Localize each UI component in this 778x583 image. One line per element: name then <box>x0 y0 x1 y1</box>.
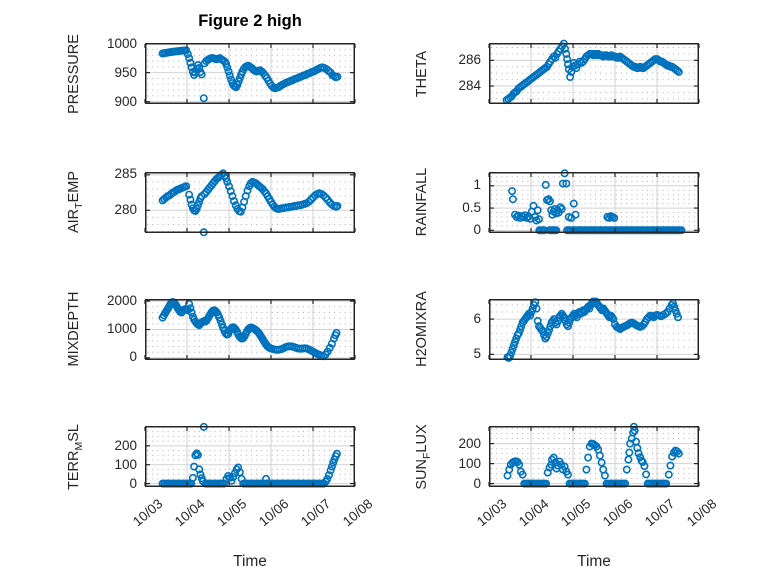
axes-frame <box>144 171 356 233</box>
data-points <box>502 39 683 105</box>
y-axis-label-part: M <box>73 441 85 451</box>
x-tick-label-0-3: 10/06 <box>256 496 292 530</box>
x-tick-label-0-5: 10/08 <box>340 496 376 530</box>
y-axis-label-part: SL <box>66 423 82 442</box>
y-axis-label-part: T <box>73 202 85 209</box>
x-tick-label-1-3: 10/06 <box>600 496 636 530</box>
y-axis-label-part: AIR <box>66 208 82 234</box>
y-tick-label-rainfall-2: 1 <box>473 177 481 193</box>
y-tick-label-pressure-2: 1000 <box>106 35 137 51</box>
axes-frame <box>144 426 356 487</box>
y-axis-label-part: TERR <box>66 450 82 490</box>
axes-frame <box>488 426 700 487</box>
major-grid <box>489 171 699 233</box>
axes-frame <box>488 298 700 360</box>
x-tick-label-1-5: 10/08 <box>684 496 720 530</box>
subplot-airtemp <box>144 168 356 236</box>
y-tick-label-terrmsl-2: 200 <box>114 437 137 453</box>
subplot-h2omixra <box>488 296 700 362</box>
x-tick-label-0-1: 10/04 <box>172 496 208 530</box>
subplot-rainfall <box>488 168 700 234</box>
y-tick-label-terrmsl-0: 0 <box>129 475 137 491</box>
data-points <box>508 168 686 234</box>
axes-frame <box>144 42 356 104</box>
x-tick-label-1-4: 10/07 <box>642 496 678 530</box>
axes-frame <box>144 298 356 360</box>
x-axis-title-right: Time <box>577 553 611 570</box>
axes-frame <box>488 43 700 104</box>
y-tick-label-terrmsl-1: 100 <box>114 456 137 472</box>
y-tick-label-airtemp-0: 280 <box>114 201 137 217</box>
y-axis-label-part: PRESSURE <box>66 33 82 114</box>
y-tick-label-mixdepth-0: 0 <box>129 349 137 365</box>
x-tick-label-1-0: 10/03 <box>474 496 510 530</box>
major-grid <box>145 171 355 233</box>
y-tick-label-sunflux-1: 100 <box>458 455 481 471</box>
subplot-pressure <box>144 42 356 104</box>
minor-grid <box>147 431 354 480</box>
subplot-terrmsl <box>144 422 356 488</box>
y-axis-label-terrmsl: TERRMSL <box>65 382 85 532</box>
y-axis-label-part: SUN <box>414 458 430 490</box>
data-points <box>158 168 342 236</box>
y-tick-label-sunflux-0: 0 <box>473 475 481 491</box>
y-tick-label-pressure-1: 950 <box>114 64 137 80</box>
axes-frame <box>488 171 700 233</box>
data-points <box>503 296 683 362</box>
y-tick-label-theta-0: 284 <box>458 78 481 94</box>
y-tick-label-h2omixra-1: 6 <box>473 310 481 326</box>
y-tick-label-airtemp-1: 285 <box>114 166 137 182</box>
subplot-sunflux <box>488 422 700 488</box>
y-axis-label-part: MIXDEPTH <box>66 291 82 367</box>
y-axis-label-part: RAINFALL <box>414 167 430 237</box>
y-tick-label-sunflux-2: 200 <box>458 435 481 451</box>
y-tick-label-rainfall-1: 0.5 <box>462 199 481 215</box>
y-axis-label-part: F <box>421 452 433 459</box>
major-grid <box>489 43 699 104</box>
y-tick-label-theta-1: 286 <box>458 52 481 68</box>
y-tick-label-h2omixra-0: 5 <box>473 345 481 361</box>
minor-grid <box>491 428 698 480</box>
x-tick-label-1-2: 10/05 <box>558 496 594 530</box>
x-axis-title-left: Time <box>233 553 267 570</box>
y-axis-label-part: LUX <box>414 423 430 453</box>
y-tick-label-mixdepth-2: 2000 <box>106 292 137 308</box>
y-axis-label-part: THETA <box>414 50 430 97</box>
figure-title: Figure 2 high <box>198 12 302 30</box>
data-points <box>158 46 342 103</box>
y-tick-label-rainfall-0: 0 <box>473 221 481 237</box>
minor-grid <box>491 175 698 226</box>
y-axis-label-part: H2OMIXRA <box>414 291 430 367</box>
subplot-mixdepth <box>144 297 356 360</box>
y-axis-label-part: EMP <box>66 171 82 203</box>
y-tick-label-pressure-0: 900 <box>114 93 137 109</box>
x-tick-label-0-4: 10/07 <box>298 496 334 530</box>
subplot-theta <box>488 39 700 105</box>
x-tick-label-1-1: 10/04 <box>516 496 552 530</box>
x-tick-label-0-2: 10/05 <box>214 496 250 530</box>
x-tick-label-0-0: 10/03 <box>130 496 166 530</box>
data-points <box>158 297 341 360</box>
y-tick-label-mixdepth-1: 1000 <box>106 321 137 336</box>
y-axis-label-sunflux: SUNFLUX <box>413 382 433 532</box>
